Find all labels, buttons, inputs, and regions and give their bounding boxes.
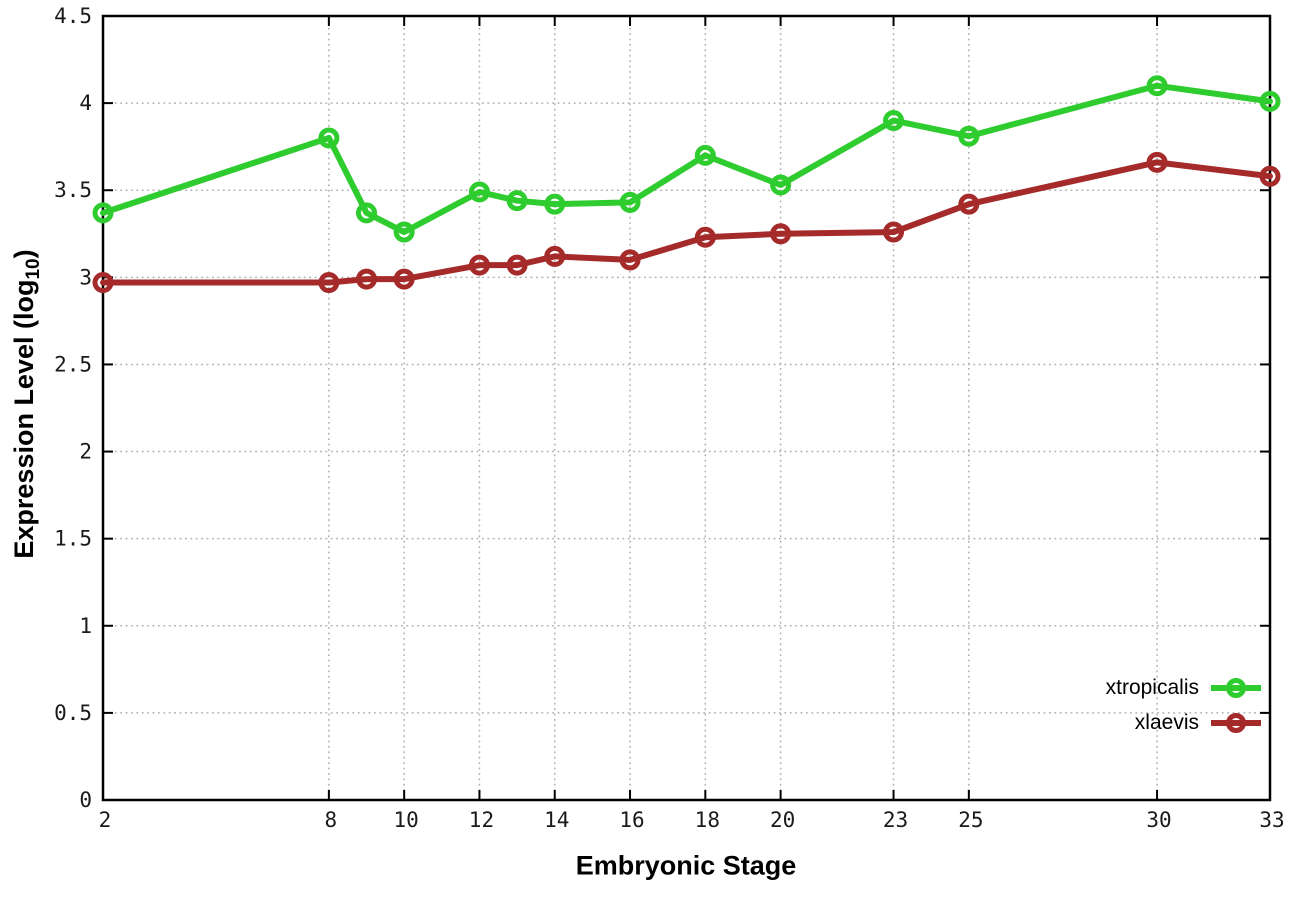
data-point-marker-xlaevis [356,268,378,290]
x-tick-label: 18 [695,808,720,832]
data-point-marker-xlaevis [92,272,114,294]
x-tick-label: 14 [544,808,569,832]
legend-item-xtropicalis: xtropicalis [1106,676,1264,700]
data-point-marker-xtropicalis [1146,75,1168,97]
y-tick-label: 4 [79,91,92,115]
data-point-marker-xtropicalis [506,190,528,212]
data-point-marker-xlaevis [393,268,415,290]
y-axis-title-subscript: 10 [23,258,45,280]
legend-label-xlaevis: xlaevis [1134,711,1199,734]
data-point-marker-xlaevis [883,221,905,243]
y-axis-title: Expression Level (log10) [9,249,45,558]
tick-labels: 0 0.5 1 1.5 2 2.5 3 3.5 4 4.5 2 8 10 12 14 16 18 20 23 25 30… [54,4,1285,832]
data-point-marker-xlaevis [544,245,566,267]
y-tick-label: 0 [79,788,92,812]
y-tick-label: 3.5 [54,178,92,202]
y-tick-label: 0.5 [54,701,92,725]
data-point-marker-xtropicalis [883,110,905,132]
x-axis-title: Embryonic Stage [575,850,797,881]
x-tick-label: 23 [883,808,908,832]
x-tick-label: 8 [325,808,338,832]
x-tick-label: 16 [619,808,644,832]
data-point-marker-xlaevis [468,254,490,276]
plot-frame [101,14,1272,802]
data-point-marker-xtropicalis [468,181,490,203]
x-tick-label: 20 [770,808,795,832]
series-xlaevis [92,151,1281,294]
legend-item-xlaevis: xlaevis [1135,711,1264,735]
data-point-marker-xtropicalis [393,221,415,243]
data-point-marker-xtropicalis [92,202,114,224]
grid [104,17,1269,799]
data-point-marker-xtropicalis [694,144,716,166]
data-point-marker-xtropicalis [356,202,378,224]
x-tick-label: 12 [469,808,494,832]
y-tick-label: 2 [79,440,92,464]
y-tick-label: 2.5 [54,352,92,376]
data-point-marker-xlaevis [619,249,641,271]
legend-line-marker-xlaevis-icon [1211,713,1261,733]
data-point-marker-xlaevis [770,223,792,245]
legend-line-marker-xtropicalis-icon [1211,678,1261,698]
data-point-marker-xtropicalis [1259,90,1281,112]
x-tick-label: 33 [1259,808,1284,832]
data-point-marker-xlaevis [1146,151,1168,173]
series-line-xtropicalis [100,82,1273,236]
x-tick-label: 25 [958,808,983,832]
series-xtropicalis [92,75,1281,243]
series-line-xlaevis [100,159,1273,286]
y-tick-label: 1.5 [54,527,92,551]
data-point-marker-xtropicalis [770,174,792,196]
data-point-marker-xtropicalis [318,127,340,149]
data-point-marker-xlaevis [506,254,528,276]
data-point-marker-xlaevis [694,226,716,248]
y-tick-label: 3 [79,265,92,289]
data-point-marker-xlaevis [318,272,340,294]
x-tick-label: 2 [99,808,112,832]
axis-ticks [102,15,1271,801]
x-tick-label: 30 [1146,808,1171,832]
y-axis-title-text: Expression Level (log [8,279,39,559]
y-tick-label: 4.5 [54,4,92,28]
data-point-marker-xlaevis [1259,165,1281,187]
y-tick-label: 1 [79,614,92,638]
y-axis-title-suffix: ) [8,249,39,259]
legend: xtropicalis xlaevis [1106,676,1264,735]
data-point-marker-xtropicalis [958,125,980,147]
data-point-marker-xtropicalis [544,193,566,215]
legend-label-xtropicalis: xtropicalis [1105,676,1199,699]
x-tick-label: 10 [394,808,419,832]
data-point-marker-xlaevis [958,193,980,215]
data-point-marker-xtropicalis [619,191,641,213]
